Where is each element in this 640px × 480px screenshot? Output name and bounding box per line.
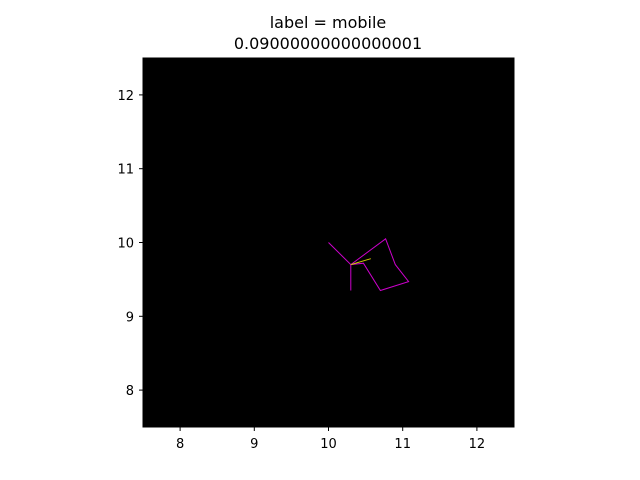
series-layer: [328, 238, 410, 292]
x-tick-label: 9: [250, 437, 258, 452]
y-tick-label: 10: [117, 237, 134, 252]
x-tick-label: 11: [394, 437, 411, 452]
x-tick-label: 8: [176, 437, 184, 452]
y-axis: 8 9 10 11 12: [117, 89, 143, 399]
x-tick-label: 10: [320, 437, 337, 452]
x-axis: 8 9 10 11 12: [176, 427, 485, 452]
chart-title-line-2: 0.09000000000000001: [234, 34, 422, 53]
series-line-0: [328, 238, 410, 292]
y-tick-label: 9: [126, 310, 134, 325]
chart-title-line-1: label = mobile: [270, 13, 387, 32]
series-line-1: [350, 258, 371, 266]
y-tick-label: 11: [117, 163, 134, 178]
x-tick-label: 12: [469, 437, 486, 452]
y-tick-label: 12: [117, 89, 134, 104]
y-tick-label: 8: [126, 384, 134, 399]
